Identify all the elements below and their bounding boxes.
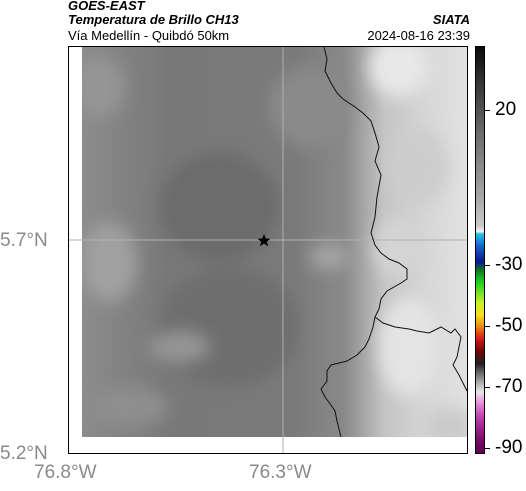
star-icon bbox=[257, 234, 271, 247]
map-image bbox=[69, 47, 467, 453]
colorbar bbox=[475, 46, 485, 454]
org-label: SIATA bbox=[432, 12, 470, 27]
colorbar-tick bbox=[485, 110, 490, 111]
colorbar-label: 20 bbox=[495, 99, 517, 120]
border-line-south bbox=[320, 316, 376, 438]
colorbar-tick bbox=[485, 265, 490, 266]
colorbar-tick bbox=[485, 387, 490, 388]
colorbar-tick bbox=[485, 326, 490, 327]
colorbar-tick bbox=[485, 448, 490, 449]
product-title: Temperatura de Brillo CH13 bbox=[68, 12, 239, 27]
lon-tick-label: 76.3°W bbox=[249, 462, 312, 483]
satellite-map bbox=[68, 46, 468, 454]
lon-tick-label: 76.8°W bbox=[34, 462, 97, 483]
cloud-texture bbox=[74, 47, 467, 447]
colorbar-label: -90 bbox=[495, 437, 523, 458]
lat-tick-label: 5.7°N bbox=[0, 230, 48, 251]
colorbar-label: -70 bbox=[495, 376, 523, 397]
colorbar-label: -30 bbox=[495, 254, 523, 275]
border-line bbox=[323, 47, 467, 392]
satellite-name: GOES-EAST bbox=[68, 0, 145, 13]
timestamp: 2024-08-16 23:39 bbox=[367, 28, 470, 43]
colorbar-label: -50 bbox=[495, 315, 523, 336]
route-subtitle: Vía Medellín - Quibdó 50km bbox=[68, 28, 230, 43]
lat-tick-label: 5.2°N bbox=[0, 443, 48, 464]
